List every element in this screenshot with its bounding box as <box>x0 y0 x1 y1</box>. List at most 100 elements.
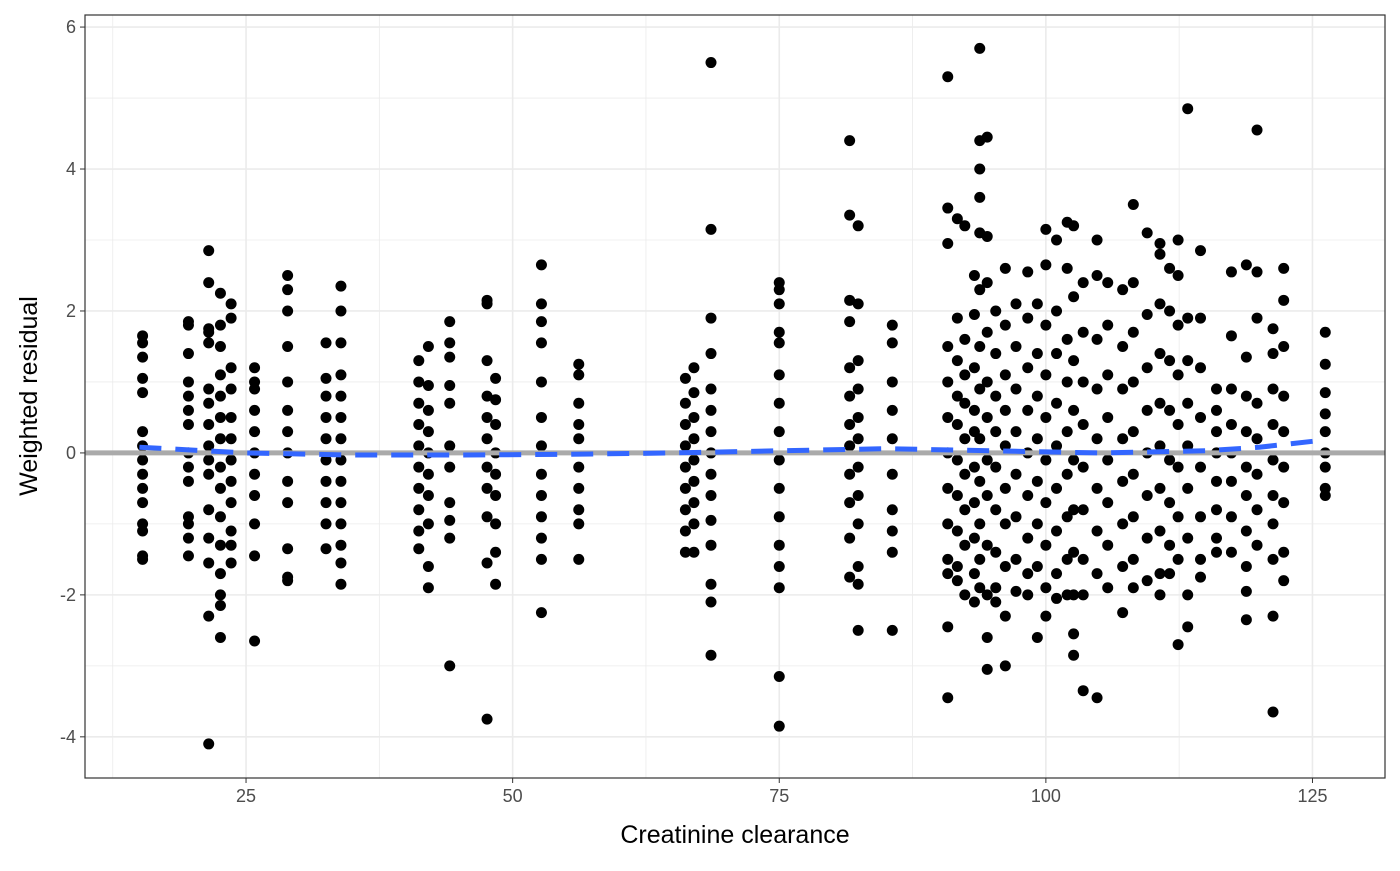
data-point <box>999 262 1011 274</box>
data-point <box>573 369 585 381</box>
data-point <box>942 692 954 704</box>
data-point <box>705 404 717 416</box>
data-point <box>886 376 898 388</box>
data-point <box>705 578 717 590</box>
data-point <box>1117 607 1129 619</box>
data-point <box>852 560 864 572</box>
data-point <box>535 532 547 544</box>
data-point <box>320 372 332 384</box>
data-point <box>974 383 986 395</box>
data-point <box>1172 234 1184 246</box>
data-point <box>214 482 226 494</box>
data-point <box>573 358 585 370</box>
data-point <box>1051 234 1063 246</box>
data-point <box>1091 525 1103 537</box>
data-point <box>490 490 502 502</box>
data-point <box>981 631 993 643</box>
data-point <box>203 468 215 480</box>
data-point <box>1195 571 1207 583</box>
data-point <box>1051 525 1063 537</box>
data-point <box>1102 497 1114 509</box>
grid-lines <box>85 15 1385 778</box>
data-point <box>1091 269 1103 281</box>
data-point <box>282 543 294 555</box>
data-point <box>705 514 717 526</box>
data-point <box>182 404 194 416</box>
data-point <box>1251 124 1263 136</box>
data-point <box>981 454 993 466</box>
data-point <box>974 553 986 565</box>
data-point <box>535 337 547 349</box>
data-point <box>203 326 215 338</box>
data-point <box>942 621 954 633</box>
data-point <box>1267 706 1279 718</box>
data-point <box>679 546 691 558</box>
data-point <box>535 553 547 565</box>
data-point <box>773 284 785 296</box>
data-point <box>1240 585 1252 597</box>
data-point <box>249 490 261 502</box>
data-point <box>1117 475 1129 487</box>
data-point <box>942 568 954 580</box>
data-point <box>535 259 547 271</box>
data-point <box>1127 277 1139 289</box>
data-point <box>844 209 856 221</box>
data-point <box>335 411 347 423</box>
data-point <box>1051 305 1063 317</box>
data-point <box>422 379 434 391</box>
data-point <box>320 475 332 487</box>
data-point <box>951 490 963 502</box>
data-point <box>1251 468 1263 480</box>
data-point <box>444 316 456 328</box>
data-point <box>1267 553 1279 565</box>
data-point <box>1117 284 1129 296</box>
data-point <box>282 269 294 281</box>
data-point <box>335 305 347 317</box>
data-point <box>1154 298 1166 310</box>
data-point <box>203 245 215 257</box>
data-point <box>214 369 226 381</box>
data-point <box>773 426 785 438</box>
data-point <box>942 411 954 423</box>
data-point <box>282 575 294 587</box>
data-point <box>852 355 864 367</box>
data-point <box>999 440 1011 452</box>
data-point <box>1068 546 1080 558</box>
data-point <box>1278 340 1290 352</box>
data-point <box>1051 592 1063 604</box>
data-point <box>203 532 215 544</box>
data-point <box>1154 397 1166 409</box>
data-point <box>1117 518 1129 530</box>
data-point <box>1031 433 1043 445</box>
data-point <box>1141 490 1153 502</box>
data-point <box>1040 319 1052 331</box>
data-point <box>481 482 493 494</box>
data-point <box>990 546 1002 558</box>
data-point <box>844 390 856 402</box>
data-point <box>990 305 1002 317</box>
data-point <box>1077 685 1089 697</box>
data-point <box>214 600 226 612</box>
data-point <box>1061 553 1073 565</box>
data-point <box>1172 511 1184 523</box>
data-point <box>481 433 493 445</box>
data-point <box>1022 312 1034 324</box>
data-point <box>951 525 963 537</box>
data-point <box>1240 560 1252 572</box>
data-point <box>225 497 237 509</box>
data-point <box>1182 312 1194 324</box>
plot-panel-border <box>84 14 1386 779</box>
data-point <box>1164 262 1176 274</box>
data-point <box>1319 387 1331 399</box>
data-point <box>959 369 971 381</box>
data-point <box>203 337 215 349</box>
data-point <box>444 532 456 544</box>
data-point <box>773 369 785 381</box>
data-point <box>1319 461 1331 473</box>
data-point <box>444 461 456 473</box>
data-point <box>974 340 986 352</box>
data-point <box>214 539 226 551</box>
data-point <box>886 319 898 331</box>
data-point <box>413 440 425 452</box>
data-point <box>1091 433 1103 445</box>
